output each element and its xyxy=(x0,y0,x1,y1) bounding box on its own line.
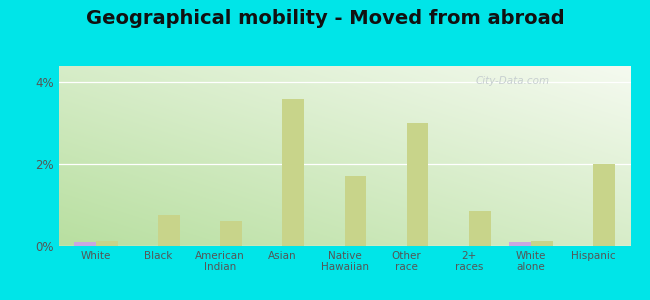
Bar xyxy=(220,221,242,246)
Bar xyxy=(96,241,118,246)
Text: City-Data.com: City-Data.com xyxy=(476,76,550,86)
Bar xyxy=(282,99,304,246)
Bar xyxy=(344,176,366,246)
Bar xyxy=(74,242,96,246)
Bar xyxy=(509,242,531,246)
Bar xyxy=(469,211,491,246)
Bar xyxy=(158,215,180,246)
Text: Geographical mobility - Moved from abroad: Geographical mobility - Moved from abroa… xyxy=(86,9,564,28)
Bar xyxy=(531,241,552,246)
Bar xyxy=(407,123,428,246)
Bar xyxy=(593,164,615,246)
